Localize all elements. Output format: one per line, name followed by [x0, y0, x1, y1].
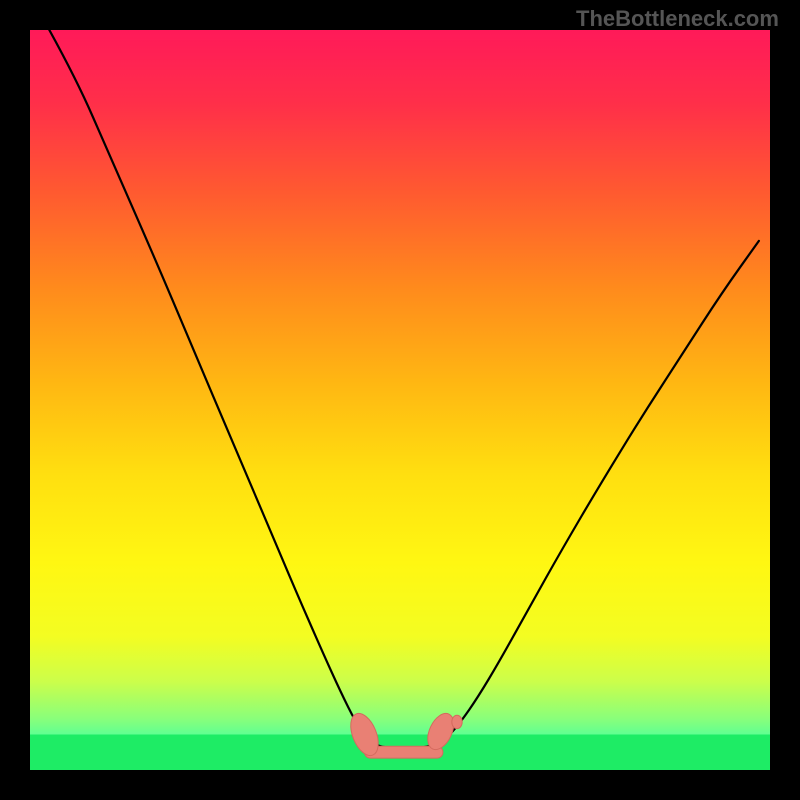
- watermark-text: TheBottleneck.com: [576, 6, 779, 32]
- curve-layer: [30, 30, 770, 770]
- bottleneck-curve: [41, 30, 759, 749]
- plot-area: [30, 30, 770, 770]
- valley-capsule-marker: [452, 715, 462, 728]
